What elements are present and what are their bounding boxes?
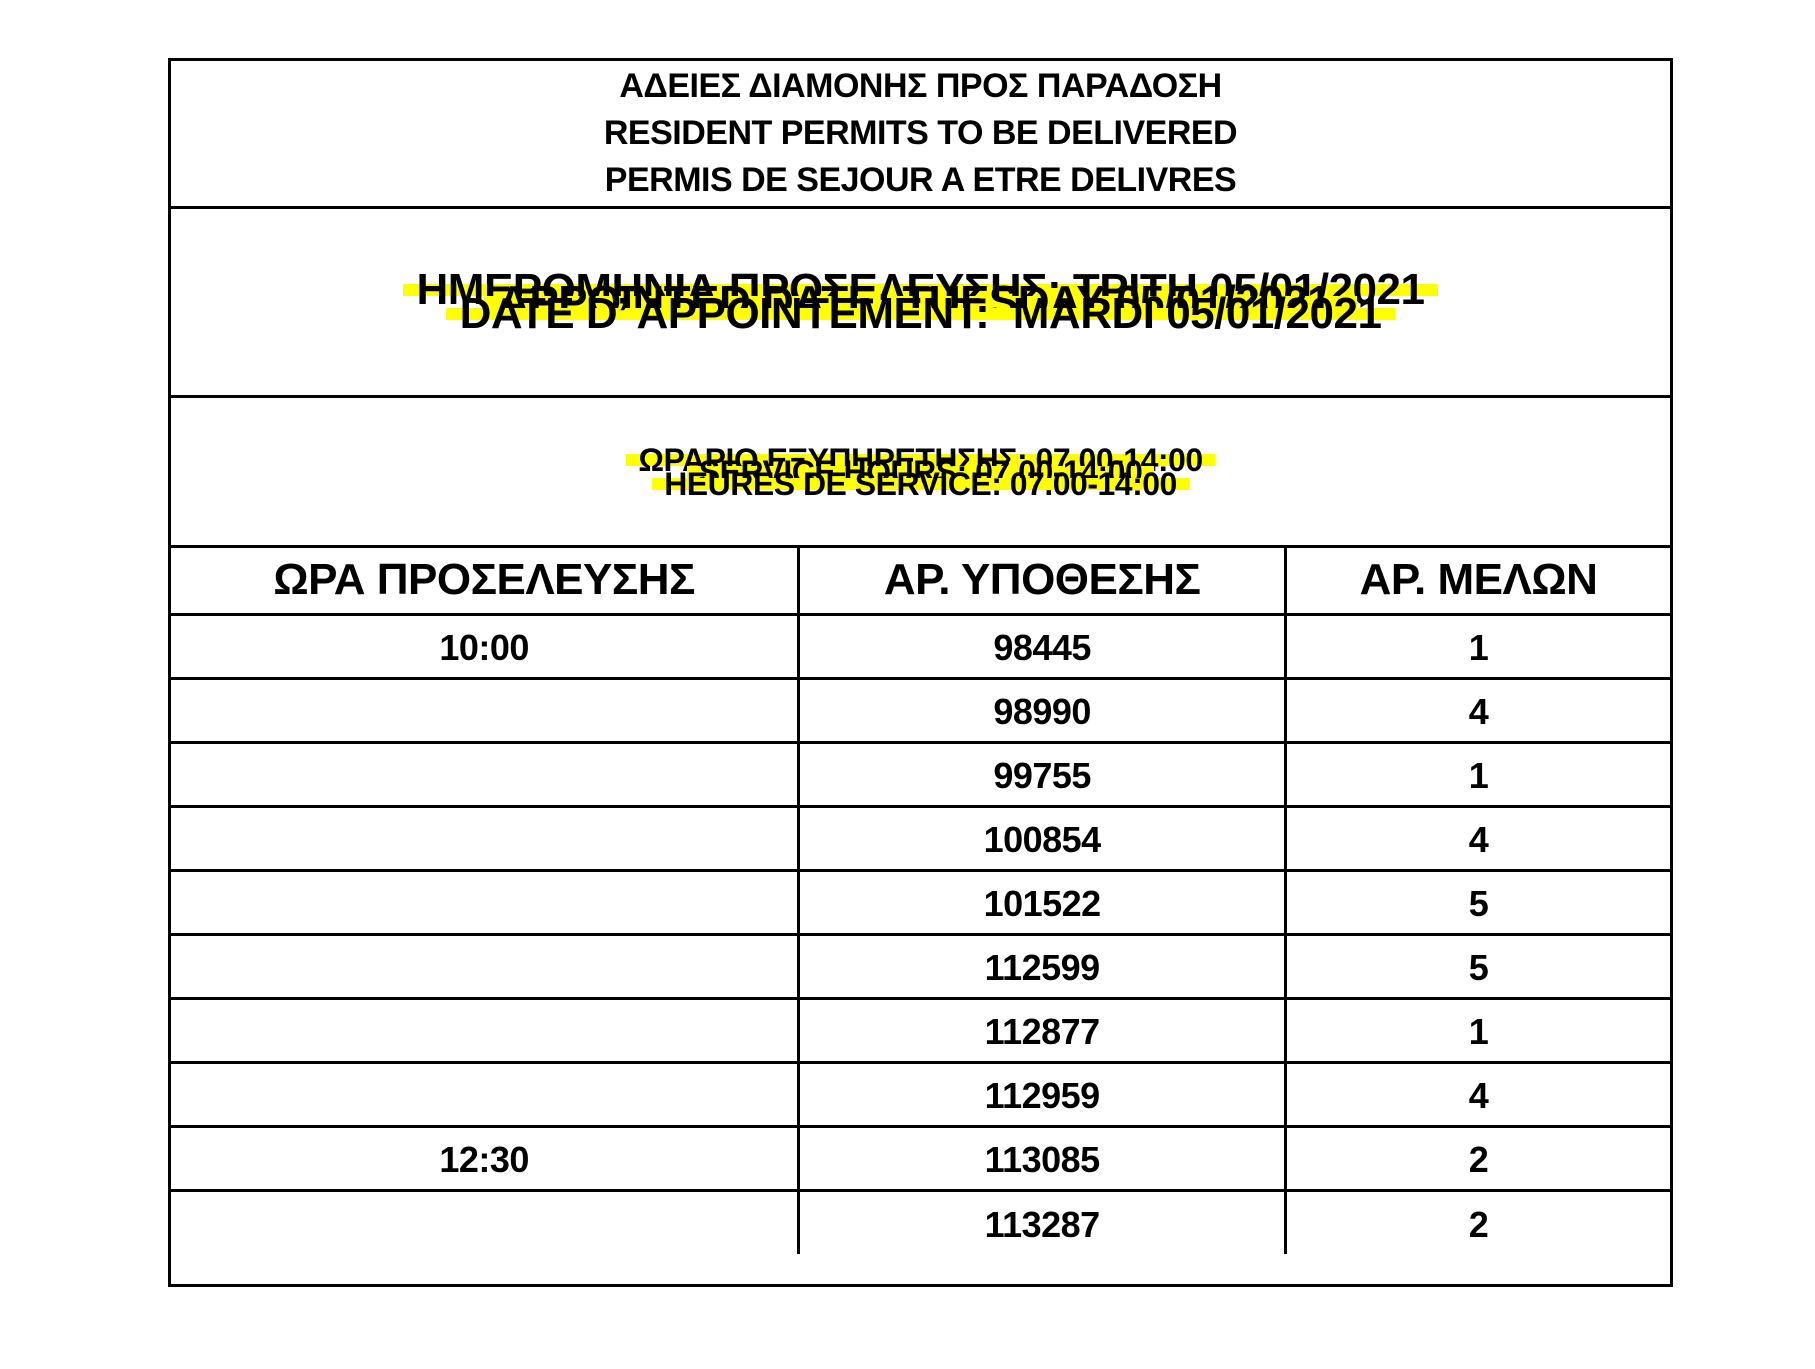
- title-text: RESIDENT PERMITS TO BE DELIVERED: [603, 114, 1238, 152]
- service-hours-section: ΩΡΑΡΙΟ ΕΞΥΠΗΡΕΤΗΣΗΣ: 07.00-14:00 SERVICE…: [171, 398, 1670, 548]
- title-line-english: RESIDENT PERMITS TO BE DELIVERED: [603, 110, 1238, 157]
- col-header-arrival-time: ΩΡΑ ΠΡΟΣΕΛΕΥΣΗΣ: [273, 555, 695, 605]
- members-count-cell: 2: [1283, 1188, 1670, 1254]
- members-count-cell: 5: [1283, 932, 1670, 998]
- table-row: 112599 5: [171, 932, 1670, 998]
- title-text: PERMIS DE SEJOUR A ETRE DELIVRES: [604, 161, 1237, 199]
- arrival-time-cell: 10:00: [171, 612, 799, 678]
- arrival-time-cell: [171, 932, 799, 998]
- case-number-cell: 112959: [797, 1060, 1286, 1126]
- table-row: 112877 1: [171, 996, 1670, 1062]
- table-row: 101522 5: [171, 868, 1670, 934]
- case-number-cell: 99755: [797, 740, 1286, 806]
- col-header-case-number: ΑΡ. ΥΠΟΘΕΣΗΣ: [797, 548, 1286, 614]
- arrival-time-cell: [171, 1060, 799, 1126]
- members-count-cell: 4: [1283, 1060, 1670, 1126]
- case-number-cell: 112877: [797, 996, 1286, 1062]
- arrival-time-cell: [171, 676, 799, 742]
- title-section: ΑΔΕΙΕΣ ΔΙΑΜΟΝΗΣ ΠΡΟΣ ΠΑΡΑΔΟΣΗ RESIDENT P…: [171, 61, 1670, 209]
- title-line-greek: ΑΔΕΙΕΣ ΔΙΑΜΟΝΗΣ ΠΡΟΣ ΠΑΡΑΔΟΣΗ: [619, 63, 1222, 110]
- case-number-cell: 101522: [797, 868, 1286, 934]
- members-count-cell: 5: [1283, 868, 1670, 934]
- permit-notice-sheet: ΑΔΕΙΕΣ ΔΙΑΜΟΝΗΣ ΠΡΟΣ ΠΑΡΑΔΟΣΗ RESIDENT P…: [168, 58, 1673, 1287]
- table-row: 98990 4: [171, 676, 1670, 742]
- case-number-cell: 113287: [797, 1188, 1286, 1254]
- table-row: 99755 1: [171, 740, 1670, 806]
- members-count-cell: 4: [1283, 804, 1670, 870]
- case-number-cell: 100854: [797, 804, 1286, 870]
- header-row: ΩΡΑ ΠΡΟΣΕΛΕΥΣΗΣ ΑΡ. ΥΠΟΘΕΣΗΣ ΑΡ. ΜΕΛΩΝ: [171, 548, 1670, 614]
- arrival-time-cell: [171, 996, 799, 1062]
- members-count-cell: 1: [1283, 996, 1670, 1062]
- table-row: 112959 4: [171, 1060, 1670, 1126]
- service-hours-line-french: HEURES DE SERVICE: 07.00-14:00: [652, 468, 1189, 500]
- appointment-date-line-french: DATE D’ APPOINTEMENT: MARDI 05/01/2021: [445, 292, 1396, 336]
- appointment-date-section: ΗΜΕΡΟΜΗΝΙΑ ΠΡΟΣΕΛΕΥΣΗΣ: ΤΡΙΤΗ 05/01/2021…: [171, 209, 1670, 398]
- case-number-cell: 113085: [797, 1124, 1286, 1190]
- title-line-french: PERMIS DE SEJOUR A ETRE DELIVRES: [604, 157, 1237, 204]
- appointments-table: ΩΡΑ ΠΡΟΣΕΛΕΥΣΗΣ ΑΡ. ΥΠΟΘΕΣΗΣ ΑΡ. ΜΕΛΩΝ 1…: [171, 548, 1670, 1254]
- case-number-cell: 112599: [797, 932, 1286, 998]
- case-number-cell: 98445: [797, 612, 1286, 678]
- members-count-cell: 1: [1283, 612, 1670, 678]
- appointments-table-body: 10:00 98445 1 98990 4 99755 1 100854 4 1…: [171, 612, 1670, 1254]
- arrival-time-cell: [171, 1188, 799, 1254]
- table-row: 113287 2: [171, 1188, 1670, 1254]
- case-number-cell: 98990: [797, 676, 1286, 742]
- title-text: ΑΔΕΙΕΣ ΔΙΑΜΟΝΗΣ ΠΡΟΣ ΠΑΡΑΔΟΣΗ: [619, 67, 1222, 105]
- arrival-time-cell: [171, 804, 799, 870]
- highlighted-text: HEURES DE SERVICE: 07.00-14:00: [652, 468, 1189, 500]
- col-header-members-count: ΑΡ. ΜΕΛΩΝ: [1283, 548, 1670, 614]
- arrival-time-cell: 12:30: [171, 1124, 799, 1190]
- members-count-cell: 1: [1283, 740, 1670, 806]
- table-row: 100854 4: [171, 804, 1670, 870]
- highlighted-text: DATE D’ APPOINTEMENT: MARDI 05/01/2021: [445, 292, 1396, 336]
- arrival-time-cell: [171, 868, 799, 934]
- table-row: 12:30 113085 2: [171, 1124, 1670, 1190]
- arrival-time-cell: [171, 740, 799, 806]
- members-count-cell: 2: [1283, 1124, 1670, 1190]
- members-count-cell: 4: [1283, 676, 1670, 742]
- table-row: 10:00 98445 1: [171, 612, 1670, 678]
- appointments-table-header: ΩΡΑ ΠΡΟΣΕΛΕΥΣΗΣ ΑΡ. ΥΠΟΘΕΣΗΣ ΑΡ. ΜΕΛΩΝ: [171, 548, 1670, 614]
